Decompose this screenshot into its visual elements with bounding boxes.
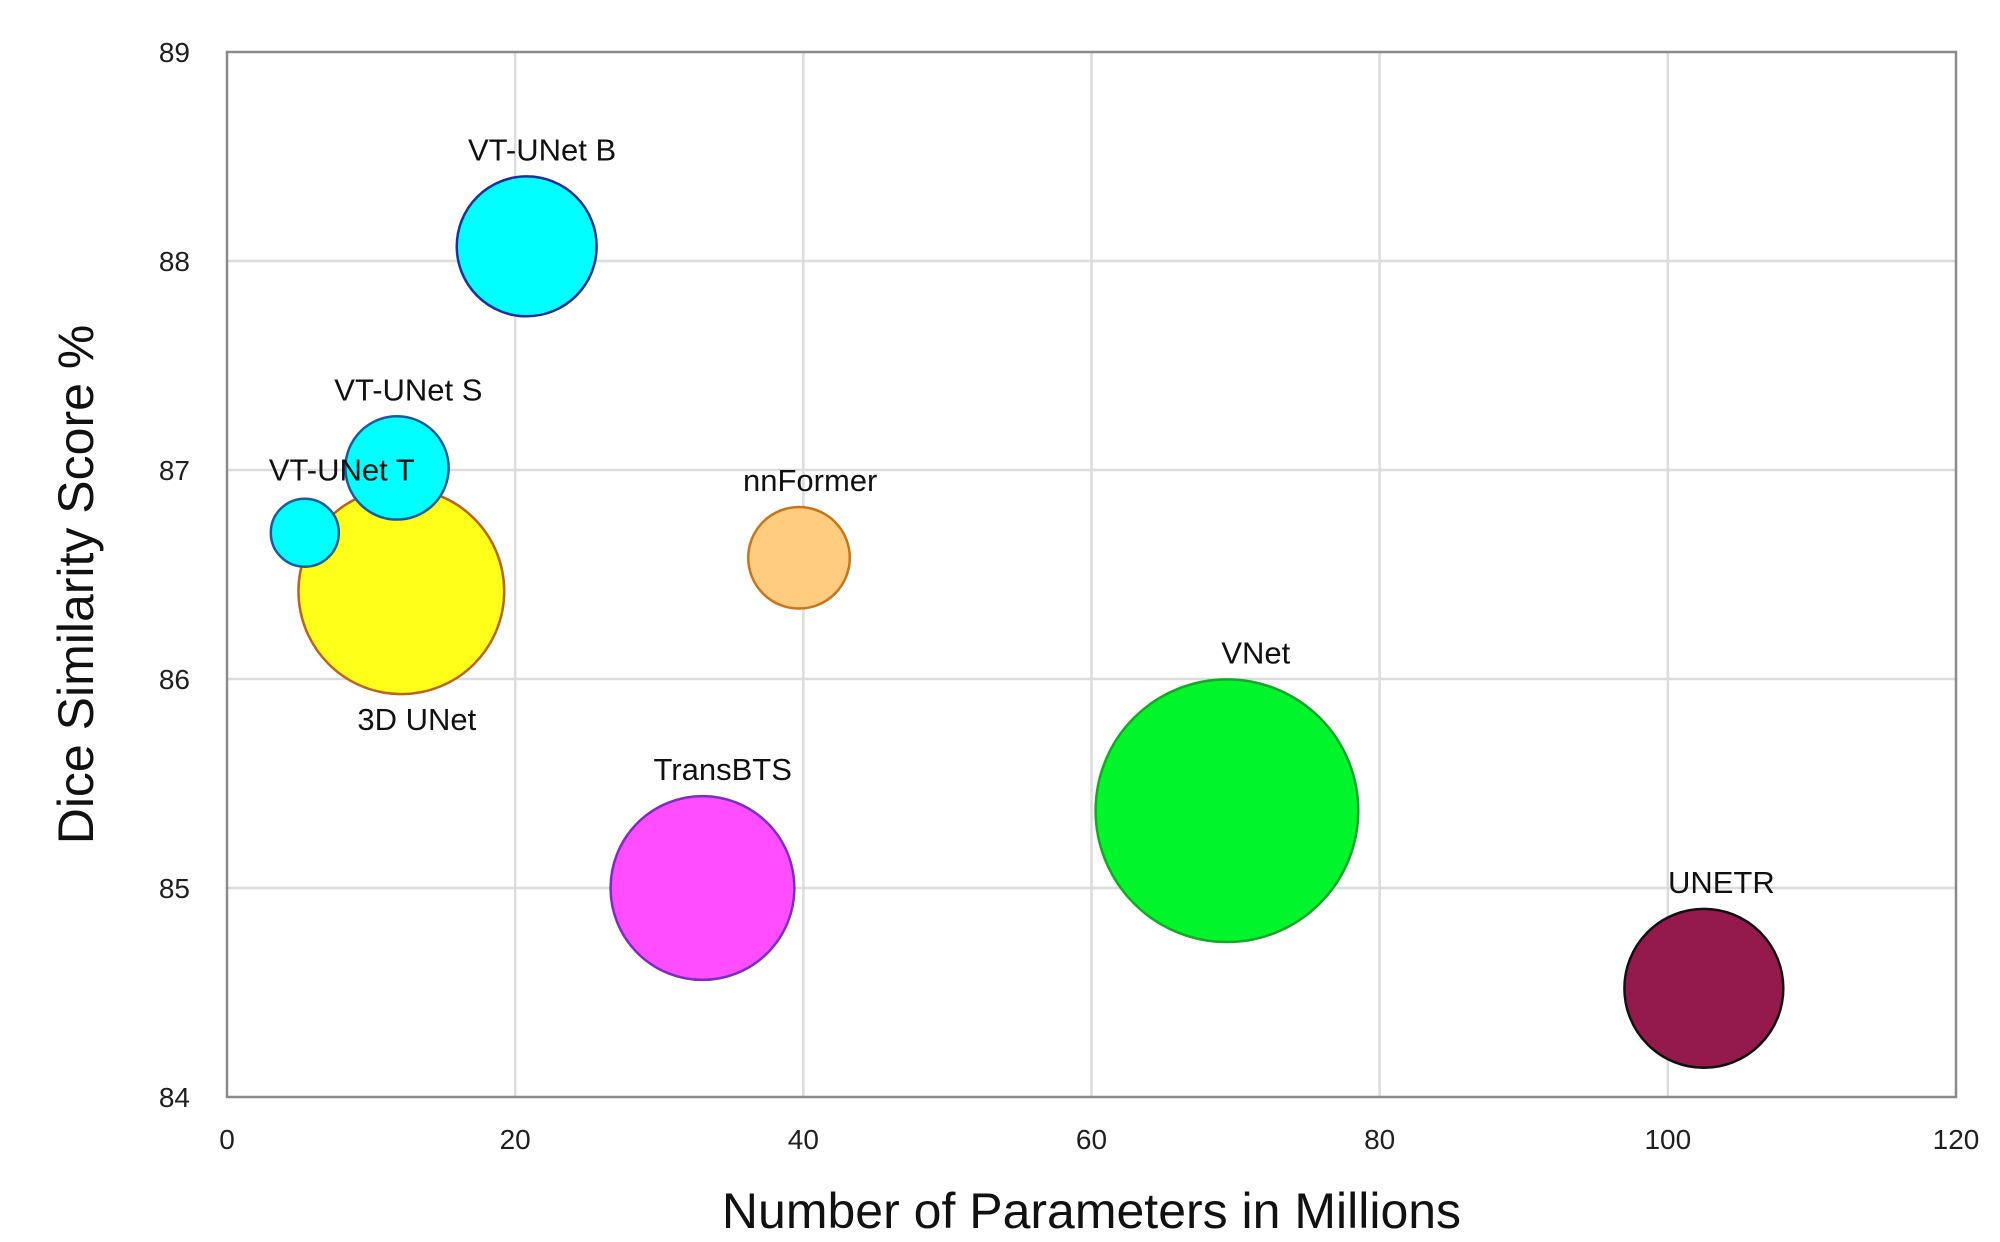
y-tick-label: 88 — [159, 246, 190, 277]
y-tick-label: 85 — [159, 873, 190, 904]
x-tick-label: 40 — [788, 1124, 819, 1155]
y-tick-label: 87 — [159, 455, 190, 486]
x-axis-title: Number of Parameters in Millions — [722, 1183, 1461, 1239]
bubbles — [269, 175, 1785, 1070]
bubble-vt-unet-t — [269, 497, 341, 568]
label-3d-unet: 3D UNet — [357, 702, 476, 737]
x-tick-label: 100 — [1644, 1124, 1691, 1155]
x-tick-label: 60 — [1076, 1124, 1107, 1155]
y-tick-label: 86 — [159, 664, 190, 695]
bubble-nnformer — [746, 505, 852, 610]
bubble-labels: 3D UNet VNet TransBTS UNETR nnFormer VT-UNet … — [269, 132, 1775, 899]
bubble-vnet — [1094, 678, 1360, 944]
tick-labels: 0 20 40 60 80 100 120 84 85 86 87 88 89 — [159, 37, 1980, 1155]
label-unetr: UNETR — [1668, 865, 1775, 900]
plot-area-border — [225, 50, 1958, 1099]
label-vt-unet-s: VT-UNet S — [334, 372, 482, 407]
bubble-vt-unet-b — [455, 175, 598, 318]
label-nnformer: nnFormer — [743, 463, 877, 498]
y-axis-title: Dice Similarity Score % — [48, 325, 104, 845]
x-tick-label: 80 — [1364, 1124, 1395, 1155]
label-vnet: VNet — [1221, 635, 1290, 670]
x-tick-label: 20 — [500, 1124, 531, 1155]
bubble-vt-unet-s — [344, 415, 450, 521]
y-tick-label: 89 — [159, 37, 190, 68]
bubble-unetr — [1623, 907, 1785, 1070]
y-tick-label: 84 — [159, 1082, 190, 1113]
label-transbts: TransBTS — [654, 752, 792, 787]
x-tick-label: 0 — [219, 1124, 235, 1155]
label-vt-unet-t: VT-UNet T — [269, 453, 415, 488]
label-vt-unet-b: VT-UNet B — [468, 132, 616, 167]
x-tick-label: 120 — [1933, 1124, 1980, 1155]
bubble-transbts — [609, 794, 796, 982]
